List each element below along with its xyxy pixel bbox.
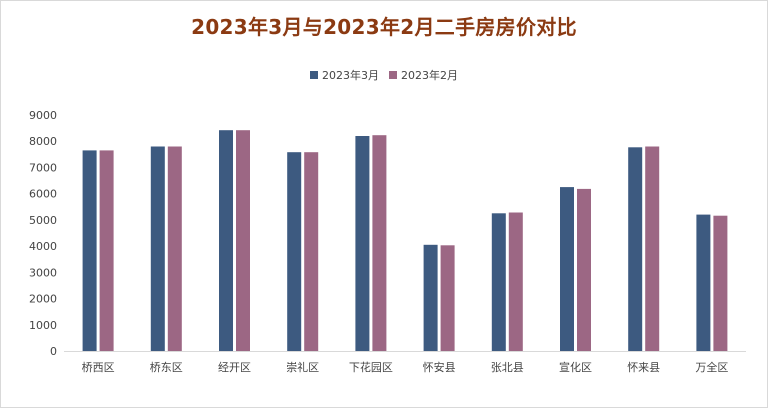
- bar-series-1-6: [423, 244, 438, 351]
- x-tick-labels: 桥西区 桥东区 经开区 崇礼区 下花园区 怀安县 张北县 宣化区 怀来县 万全区: [82, 360, 729, 374]
- bar-series-1-2: [150, 146, 165, 351]
- bar-series-2-8: [577, 188, 591, 351]
- legend-label-series-1: 2023年3月: [322, 69, 379, 82]
- x-tick-label: 怀安县: [423, 360, 456, 374]
- x-tick-label: 经开区: [218, 361, 251, 374]
- legend-swatch-series-2: [389, 71, 397, 79]
- bar-series-1-9: [628, 147, 643, 351]
- y-tick-labels: 0 1000 2000 3000 4000 5000 6000 7000 8000 9000: [29, 109, 57, 358]
- x-tick-label: 桥西区: [82, 361, 115, 374]
- legend-label-series-2: 2023年2月: [401, 69, 458, 82]
- x-tick-label: 宣化区: [559, 360, 592, 374]
- bar-series-2-1: [99, 150, 114, 351]
- y-tick-label: 7000: [29, 161, 57, 174]
- legend-item-series-1: 2023年3月: [310, 67, 379, 83]
- bar-chart: 桥西区 桥东区 经开区 崇礼区 下花园区 怀安县 张北县 宣化区 怀来县 万全区 0 1000 200…: [29, 109, 746, 374]
- bar-series-1-3: [219, 130, 233, 351]
- bar-series-2-9: [645, 146, 660, 351]
- bar-series-2-3: [236, 130, 250, 351]
- x-tick-label: 怀来县: [627, 361, 660, 374]
- chart-frame: 2023年3月与2023年2月二手房房价对比 2023年3月 2023年2月 桥…: [0, 0, 768, 408]
- y-tick-label: 4000: [29, 240, 57, 253]
- y-tick-label: 3000: [29, 266, 57, 279]
- bar-series-2-6: [440, 245, 455, 351]
- bars-group: [82, 130, 728, 351]
- chart-title: 2023年3月与2023年2月二手房房价对比: [191, 15, 577, 39]
- bar-series-1-5: [355, 136, 370, 351]
- y-tick-label: 5000: [29, 214, 57, 227]
- bar-series-1-7: [491, 213, 506, 351]
- x-tick-label: 崇礼区: [286, 360, 319, 374]
- legend-swatch-series-1: [310, 71, 318, 79]
- x-tick-label: 张北县: [491, 361, 524, 374]
- y-tick-label: 9000: [29, 109, 57, 122]
- bar-series-2-10: [713, 215, 728, 351]
- bar-series-1-1: [82, 150, 97, 351]
- y-tick-label: 8000: [29, 135, 57, 148]
- y-tick-label: 6000: [29, 188, 57, 201]
- x-tick-label: 万全区: [695, 360, 728, 374]
- y-tick-label: 2000: [29, 293, 57, 306]
- bar-series-1-8: [560, 187, 574, 351]
- bar-series-2-2: [167, 146, 182, 351]
- x-tick-label: 桥东区: [150, 361, 183, 374]
- bar-series-2-7: [508, 212, 523, 351]
- bar-series-2-4: [304, 152, 319, 351]
- bar-series-1-10: [696, 214, 711, 351]
- bar-series-1-4: [287, 152, 302, 351]
- y-tick-label: 1000: [29, 319, 57, 332]
- y-tick-label: 0: [50, 345, 57, 358]
- x-tick-label: 下花园区: [349, 361, 393, 374]
- legend-item-series-2: 2023年2月: [389, 67, 458, 83]
- legend: 2023年3月 2023年2月: [1, 67, 767, 83]
- bar-series-2-5: [372, 135, 387, 351]
